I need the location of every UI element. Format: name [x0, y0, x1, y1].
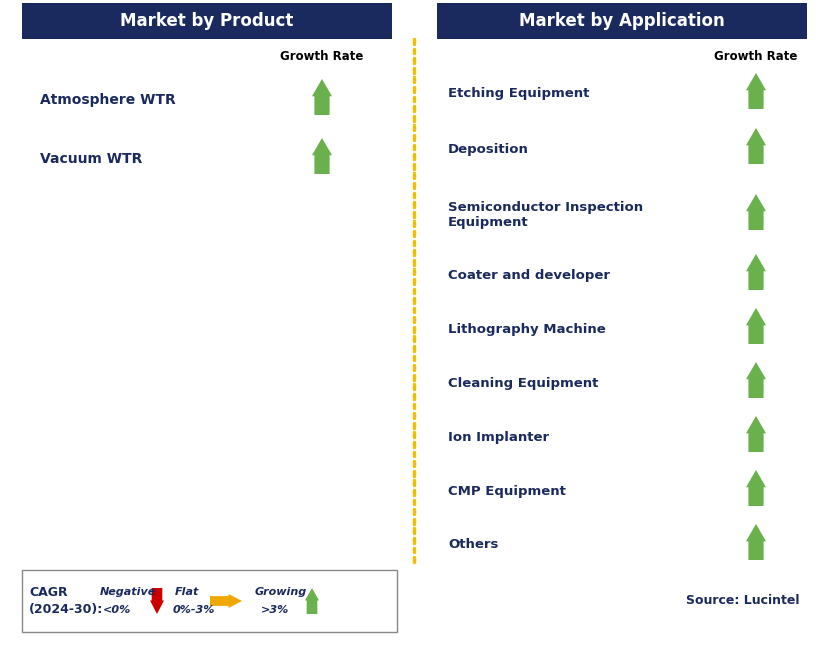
- Text: Flat: Flat: [175, 587, 200, 597]
- Polygon shape: [745, 470, 765, 506]
- Text: Market by Product: Market by Product: [120, 12, 293, 30]
- Text: 0%-3%: 0%-3%: [173, 605, 215, 615]
- Text: (2024-30):: (2024-30):: [29, 604, 104, 617]
- Text: CAGR: CAGR: [29, 586, 68, 600]
- Text: CMP Equipment: CMP Equipment: [447, 485, 566, 498]
- Polygon shape: [311, 79, 331, 115]
- Polygon shape: [745, 524, 765, 560]
- Text: Market by Application: Market by Application: [518, 12, 724, 30]
- Polygon shape: [209, 594, 242, 608]
- Polygon shape: [305, 588, 319, 614]
- Text: Growth Rate: Growth Rate: [280, 50, 363, 63]
- Text: Cleaning Equipment: Cleaning Equipment: [447, 377, 598, 389]
- Text: Lithography Machine: Lithography Machine: [447, 322, 605, 336]
- Text: >3%: >3%: [261, 605, 289, 615]
- FancyBboxPatch shape: [22, 3, 392, 39]
- Text: Coater and developer: Coater and developer: [447, 269, 609, 281]
- Text: Vacuum WTR: Vacuum WTR: [40, 152, 142, 166]
- Polygon shape: [745, 308, 765, 344]
- Polygon shape: [311, 138, 331, 174]
- Polygon shape: [150, 588, 164, 614]
- Polygon shape: [745, 128, 765, 164]
- Text: Ion Implanter: Ion Implanter: [447, 430, 548, 443]
- FancyBboxPatch shape: [22, 570, 397, 632]
- Polygon shape: [745, 362, 765, 398]
- FancyBboxPatch shape: [436, 3, 806, 39]
- Text: Source: Lucintel: Source: Lucintel: [686, 595, 799, 608]
- Polygon shape: [745, 73, 765, 109]
- Text: Semiconductor Inspection
Equipment: Semiconductor Inspection Equipment: [447, 201, 643, 229]
- Text: <0%: <0%: [103, 605, 131, 615]
- Polygon shape: [745, 254, 765, 290]
- Text: Growing: Growing: [255, 587, 307, 597]
- Text: Negative: Negative: [100, 587, 156, 597]
- Text: Atmosphere WTR: Atmosphere WTR: [40, 93, 176, 107]
- Polygon shape: [745, 194, 765, 230]
- Text: Growth Rate: Growth Rate: [714, 50, 797, 63]
- Polygon shape: [745, 416, 765, 452]
- Text: Deposition: Deposition: [447, 142, 528, 155]
- Text: Others: Others: [447, 538, 498, 551]
- Text: Etching Equipment: Etching Equipment: [447, 87, 589, 100]
